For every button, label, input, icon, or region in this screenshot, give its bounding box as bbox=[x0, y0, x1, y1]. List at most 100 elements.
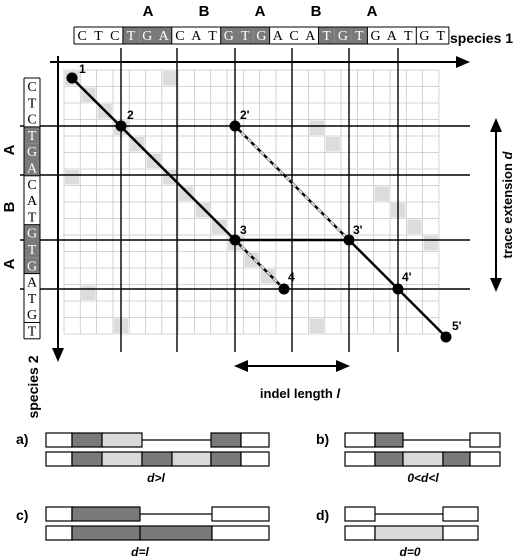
seq1-base: T bbox=[241, 29, 250, 44]
seq1-base: T bbox=[127, 29, 136, 44]
seq2-cell bbox=[24, 94, 40, 111]
seq2-base: G bbox=[27, 259, 37, 274]
seq2-cell bbox=[24, 273, 40, 290]
match-cell bbox=[179, 186, 194, 201]
seq2-base: T bbox=[28, 243, 37, 258]
match-cell bbox=[407, 219, 422, 234]
match-cell bbox=[374, 186, 389, 201]
seq1-base: C bbox=[77, 29, 86, 44]
seq2-cell bbox=[24, 159, 40, 176]
seq1-cell bbox=[188, 27, 205, 44]
seq1-cell bbox=[139, 27, 156, 44]
seq1-cell bbox=[74, 27, 91, 44]
point-5prime bbox=[440, 331, 452, 343]
panel-a: a) d>l bbox=[16, 431, 270, 485]
seq2-base: G bbox=[27, 145, 37, 160]
panel-b-letter: b) bbox=[316, 431, 329, 447]
seq2-cell bbox=[24, 208, 40, 225]
panel-d-letter: d) bbox=[316, 507, 329, 523]
seq2-base: C bbox=[27, 80, 36, 95]
point-2 bbox=[115, 120, 127, 132]
seq1-cell bbox=[253, 27, 270, 44]
seq2-base: A bbox=[27, 162, 38, 177]
seq1-base: G bbox=[224, 29, 234, 44]
seq1-base: A bbox=[305, 29, 316, 44]
seq2-cell bbox=[24, 126, 40, 144]
seq1-cell bbox=[432, 27, 449, 44]
point-label-4: 4 bbox=[288, 270, 295, 284]
seq1-cell bbox=[122, 27, 140, 44]
match-cell bbox=[244, 252, 259, 267]
seq1-cell bbox=[400, 27, 417, 44]
seq2-cell bbox=[24, 257, 40, 274]
seq2-base: G bbox=[27, 227, 37, 242]
seq2-cell bbox=[24, 322, 40, 339]
seq1-cell bbox=[237, 27, 254, 44]
seq1-base: A bbox=[159, 29, 170, 44]
species2-label: species 2 bbox=[25, 355, 41, 418]
match-cell bbox=[195, 203, 210, 218]
x-axis-arrow bbox=[50, 56, 470, 68]
seq2-base: A bbox=[27, 276, 38, 291]
seq2-base: T bbox=[28, 129, 37, 144]
seq1-base: T bbox=[404, 29, 413, 44]
indel-length-arrow bbox=[234, 360, 350, 372]
match-cell bbox=[65, 170, 80, 185]
seq1-base: G bbox=[142, 29, 152, 44]
point-label-2prime: 2' bbox=[240, 108, 250, 122]
panel-c-letter: c) bbox=[16, 507, 28, 523]
diagonal-2prime-to-3prime bbox=[234, 125, 350, 241]
match-cell bbox=[162, 170, 178, 185]
seq2-cell bbox=[24, 175, 40, 193]
point-label-5prime: 5' bbox=[452, 319, 462, 333]
point-label-3prime: 3' bbox=[353, 223, 363, 237]
point-label-3: 3 bbox=[240, 223, 247, 237]
match-cell bbox=[325, 137, 341, 152]
seq1-cell bbox=[269, 27, 286, 44]
seq1-base: T bbox=[355, 29, 364, 44]
y-axis-arrow bbox=[52, 56, 64, 362]
seq1-base: T bbox=[436, 29, 445, 44]
segment-label-left-3: A bbox=[1, 258, 18, 269]
seq1-cell bbox=[90, 27, 107, 44]
match-cell bbox=[423, 236, 438, 251]
seq2-base: T bbox=[28, 210, 37, 225]
seq1-base: T bbox=[94, 29, 103, 44]
seq2-base: C bbox=[27, 178, 36, 193]
panel-a-caption: d>l bbox=[147, 471, 165, 485]
seq1-cell bbox=[106, 27, 123, 44]
seq2-base: C bbox=[27, 113, 36, 128]
point-1 bbox=[66, 72, 78, 84]
panel-d: d) d=0 bbox=[316, 506, 479, 558]
seq1-base: G bbox=[419, 29, 429, 44]
point-2prime bbox=[229, 120, 241, 132]
match-cell bbox=[309, 120, 324, 135]
seq1-cell bbox=[351, 27, 368, 44]
seq1-cell bbox=[302, 27, 319, 44]
match-cell bbox=[211, 219, 226, 234]
seq2-cell bbox=[24, 192, 40, 209]
seq1-cell bbox=[285, 27, 303, 44]
seq1-cell bbox=[367, 27, 384, 44]
segment-label-left-2: B bbox=[1, 201, 18, 212]
fine-grid bbox=[63, 69, 440, 335]
seq1-cell bbox=[220, 27, 237, 44]
main-diagonal bbox=[71, 77, 236, 241]
panel-c-caption: d=l bbox=[131, 545, 149, 558]
indel-length-label: indel length l bbox=[260, 386, 341, 401]
seq1-base: G bbox=[256, 29, 266, 44]
seq2-base: T bbox=[28, 96, 37, 111]
seq1-cell bbox=[171, 27, 189, 44]
seq1-base: A bbox=[191, 29, 202, 44]
point-label-2: 2 bbox=[127, 108, 134, 122]
seq1-base: G bbox=[370, 29, 380, 44]
panel-c: c) d=l bbox=[16, 506, 270, 558]
segment-label-top-4: B bbox=[311, 3, 322, 20]
seq1-cell bbox=[334, 27, 352, 44]
seq1-base: C bbox=[289, 29, 298, 44]
seq2-base: T bbox=[28, 292, 37, 307]
seq2-cell bbox=[24, 110, 40, 127]
